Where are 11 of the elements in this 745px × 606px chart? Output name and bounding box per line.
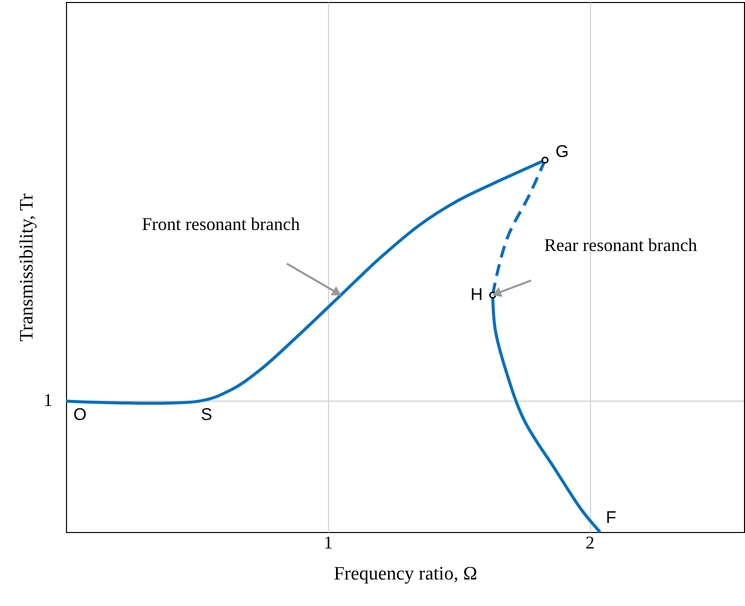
annotation: Rear resonant branch xyxy=(544,235,698,256)
y-axis-title: Transmissibility, Tr xyxy=(16,192,38,342)
x-axis-title: Frequency ratio, Ω xyxy=(334,564,478,584)
annotation: O xyxy=(73,405,87,424)
annotation: G xyxy=(555,142,569,162)
annotation: F xyxy=(606,508,616,527)
annotation: H xyxy=(470,285,483,304)
text: 1 xyxy=(44,390,52,410)
annotation: Front resonant branch xyxy=(142,214,300,234)
x-tick-label: 2 xyxy=(586,532,595,552)
annotation: S xyxy=(200,405,212,424)
